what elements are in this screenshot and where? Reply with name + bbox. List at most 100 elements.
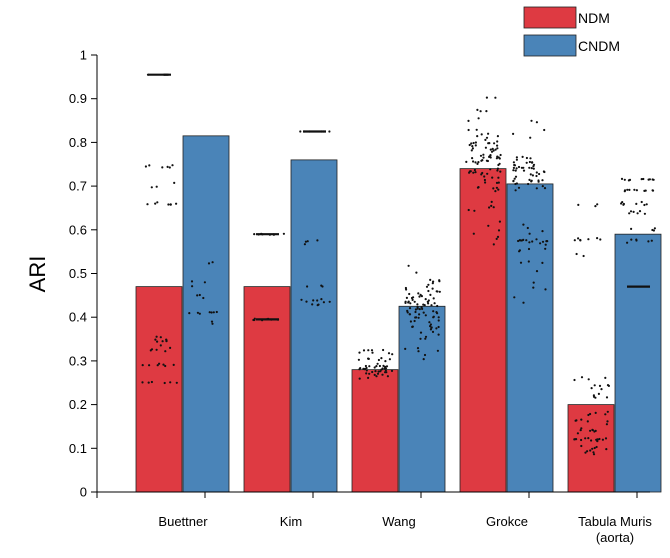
point-cndm-1-3-1	[322, 301, 325, 304]
point-ndm-3-0-0	[494, 96, 497, 99]
point-cndm-2-2-10	[429, 293, 432, 296]
point-ndm-3-7-3	[490, 204, 493, 207]
point-cndm-4-4-3	[630, 227, 633, 230]
y-tick-label-10: 1	[80, 48, 87, 63]
point-cndm-3-5-5	[515, 182, 519, 185]
point-cndm-2-8-3	[416, 347, 420, 350]
point-ndm-0-6-2	[156, 364, 159, 367]
point-cndm-4-5-1	[650, 239, 653, 242]
point-cndm-2-8-1	[404, 347, 407, 350]
point-cndm-3-3-1	[532, 167, 535, 170]
point-ndm-3-3-10	[474, 141, 477, 144]
point-ndm-2-1-3	[377, 358, 380, 362]
point-ndm-2-3-13	[390, 369, 394, 372]
point-cndm-2-1-5	[431, 282, 434, 285]
point-ndm-3-4-2	[474, 161, 477, 164]
point-ndm-0-4-2	[161, 340, 164, 343]
point-ndm-2-1-7	[367, 357, 370, 360]
point-cndm-4-3-2	[643, 212, 647, 215]
point-ndm-3-5-0	[496, 169, 499, 172]
point-cndm-3-2-9	[531, 161, 534, 164]
point-ndm-0-5-1	[164, 350, 167, 353]
point-ndm-0-0-3	[146, 73, 150, 76]
point-cndm-3-1-0	[511, 132, 515, 135]
point-ndm-3-3-4	[470, 142, 473, 145]
point-cndm-2-5-6	[436, 312, 439, 315]
point-cndm-3-10-1	[532, 286, 535, 289]
y-tick-label-2: 0.2	[69, 397, 87, 412]
point-ndm-2-2-0	[382, 364, 385, 367]
point-cndm-2-3-0	[418, 295, 421, 298]
point-ndm-0-6-6	[172, 363, 175, 366]
point-ndm-3-3-19	[474, 144, 477, 147]
point-ndm-4-6-2	[594, 411, 597, 414]
point-ndm-2-1-6	[357, 358, 360, 361]
point-ndm-2-3-12	[371, 370, 374, 374]
point-ndm-0-7-2	[169, 381, 172, 384]
point-ndm-2-3-11	[380, 368, 383, 371]
point-cndm-2-4-5	[432, 310, 435, 313]
point-ndm-1-0-1	[268, 233, 271, 236]
point-cndm-3-5-1	[541, 185, 544, 188]
point-ndm-2-0-3	[391, 353, 394, 356]
point-ndm-4-10-3	[589, 449, 592, 452]
point-ndm-3-2-1	[480, 133, 483, 136]
point-cndm-0-3-3	[208, 311, 211, 314]
point-cndm-2-4-11	[421, 307, 424, 310]
point-cndm-4-3-4	[628, 212, 631, 215]
category-label-1-0: Kim	[280, 514, 302, 529]
point-ndm-3-4-6	[482, 156, 485, 159]
y-tick-label-6: 0.6	[69, 222, 87, 237]
point-ndm-3-4-17	[477, 161, 480, 164]
point-ndm-3-7-5	[490, 200, 493, 203]
point-ndm-2-0-6	[367, 349, 370, 352]
point-ndm-1-1-5	[270, 318, 273, 321]
point-cndm-3-9-3	[535, 270, 539, 273]
category-label-4-1: (aorta)	[596, 530, 634, 545]
point-cndm-2-5-11	[413, 319, 416, 323]
point-cndm-2-4-8	[416, 303, 419, 306]
point-ndm-3-3-9	[472, 141, 475, 145]
point-cndm-2-4-1	[418, 308, 421, 311]
point-ndm-4-1-6	[579, 239, 582, 242]
point-ndm-0-7-4	[175, 381, 178, 384]
point-ndm-3-6-3	[477, 186, 480, 189]
point-ndm-3-5-7	[491, 176, 494, 179]
point-cndm-2-3-5	[413, 300, 416, 303]
point-cndm-0-1-2	[203, 281, 206, 284]
point-cndm-1-1-2	[304, 240, 307, 243]
point-ndm-3-4-18	[498, 157, 501, 160]
point-ndm-0-2-1	[173, 181, 176, 184]
point-cndm-1-3-0	[305, 300, 308, 303]
point-ndm-3-3-11	[488, 142, 491, 145]
point-ndm-0-6-0	[162, 363, 165, 366]
axes-layer: Buettner Kim Wang Grokce Tabula Muris(aorta)…	[69, 48, 652, 546]
point-ndm-1-1-1	[276, 318, 280, 321]
point-ndm-0-1-1	[161, 166, 164, 169]
point-cndm-2-5-13	[409, 320, 412, 323]
point-ndm-3-3-7	[484, 146, 487, 149]
point-cndm-1-0-2	[303, 130, 306, 133]
point-ndm-2-3-5	[368, 372, 371, 375]
point-cndm-2-3-3	[424, 298, 427, 301]
point-cndm-3-2-4	[525, 161, 528, 164]
point-cndm-2-2-6	[436, 290, 439, 293]
point-cndm-4-1-4	[626, 188, 629, 191]
point-cndm-2-2-9	[417, 292, 420, 295]
point-cndm-2-9-1	[422, 358, 425, 361]
point-cndm-3-6-1	[528, 232, 531, 235]
point-cndm-3-3-14	[517, 165, 521, 169]
point-cndm-1-2-0	[306, 285, 309, 288]
point-ndm-2-2-14	[378, 364, 381, 368]
point-ndm-2-0-1	[358, 351, 361, 354]
point-ndm-3-6-8	[483, 178, 486, 182]
point-ndm-3-4-21	[489, 154, 492, 157]
point-ndm-3-4-23	[479, 154, 483, 157]
point-ndm-4-7-4	[575, 419, 578, 422]
point-cndm-3-2-3	[515, 158, 519, 161]
bar-ndm-2	[351, 369, 399, 493]
bar-cndm-0	[182, 135, 230, 493]
point-cndm-3-8-3	[544, 247, 547, 250]
point-cndm-3-2-7	[528, 160, 532, 164]
point-ndm-3-9-0	[492, 243, 495, 246]
